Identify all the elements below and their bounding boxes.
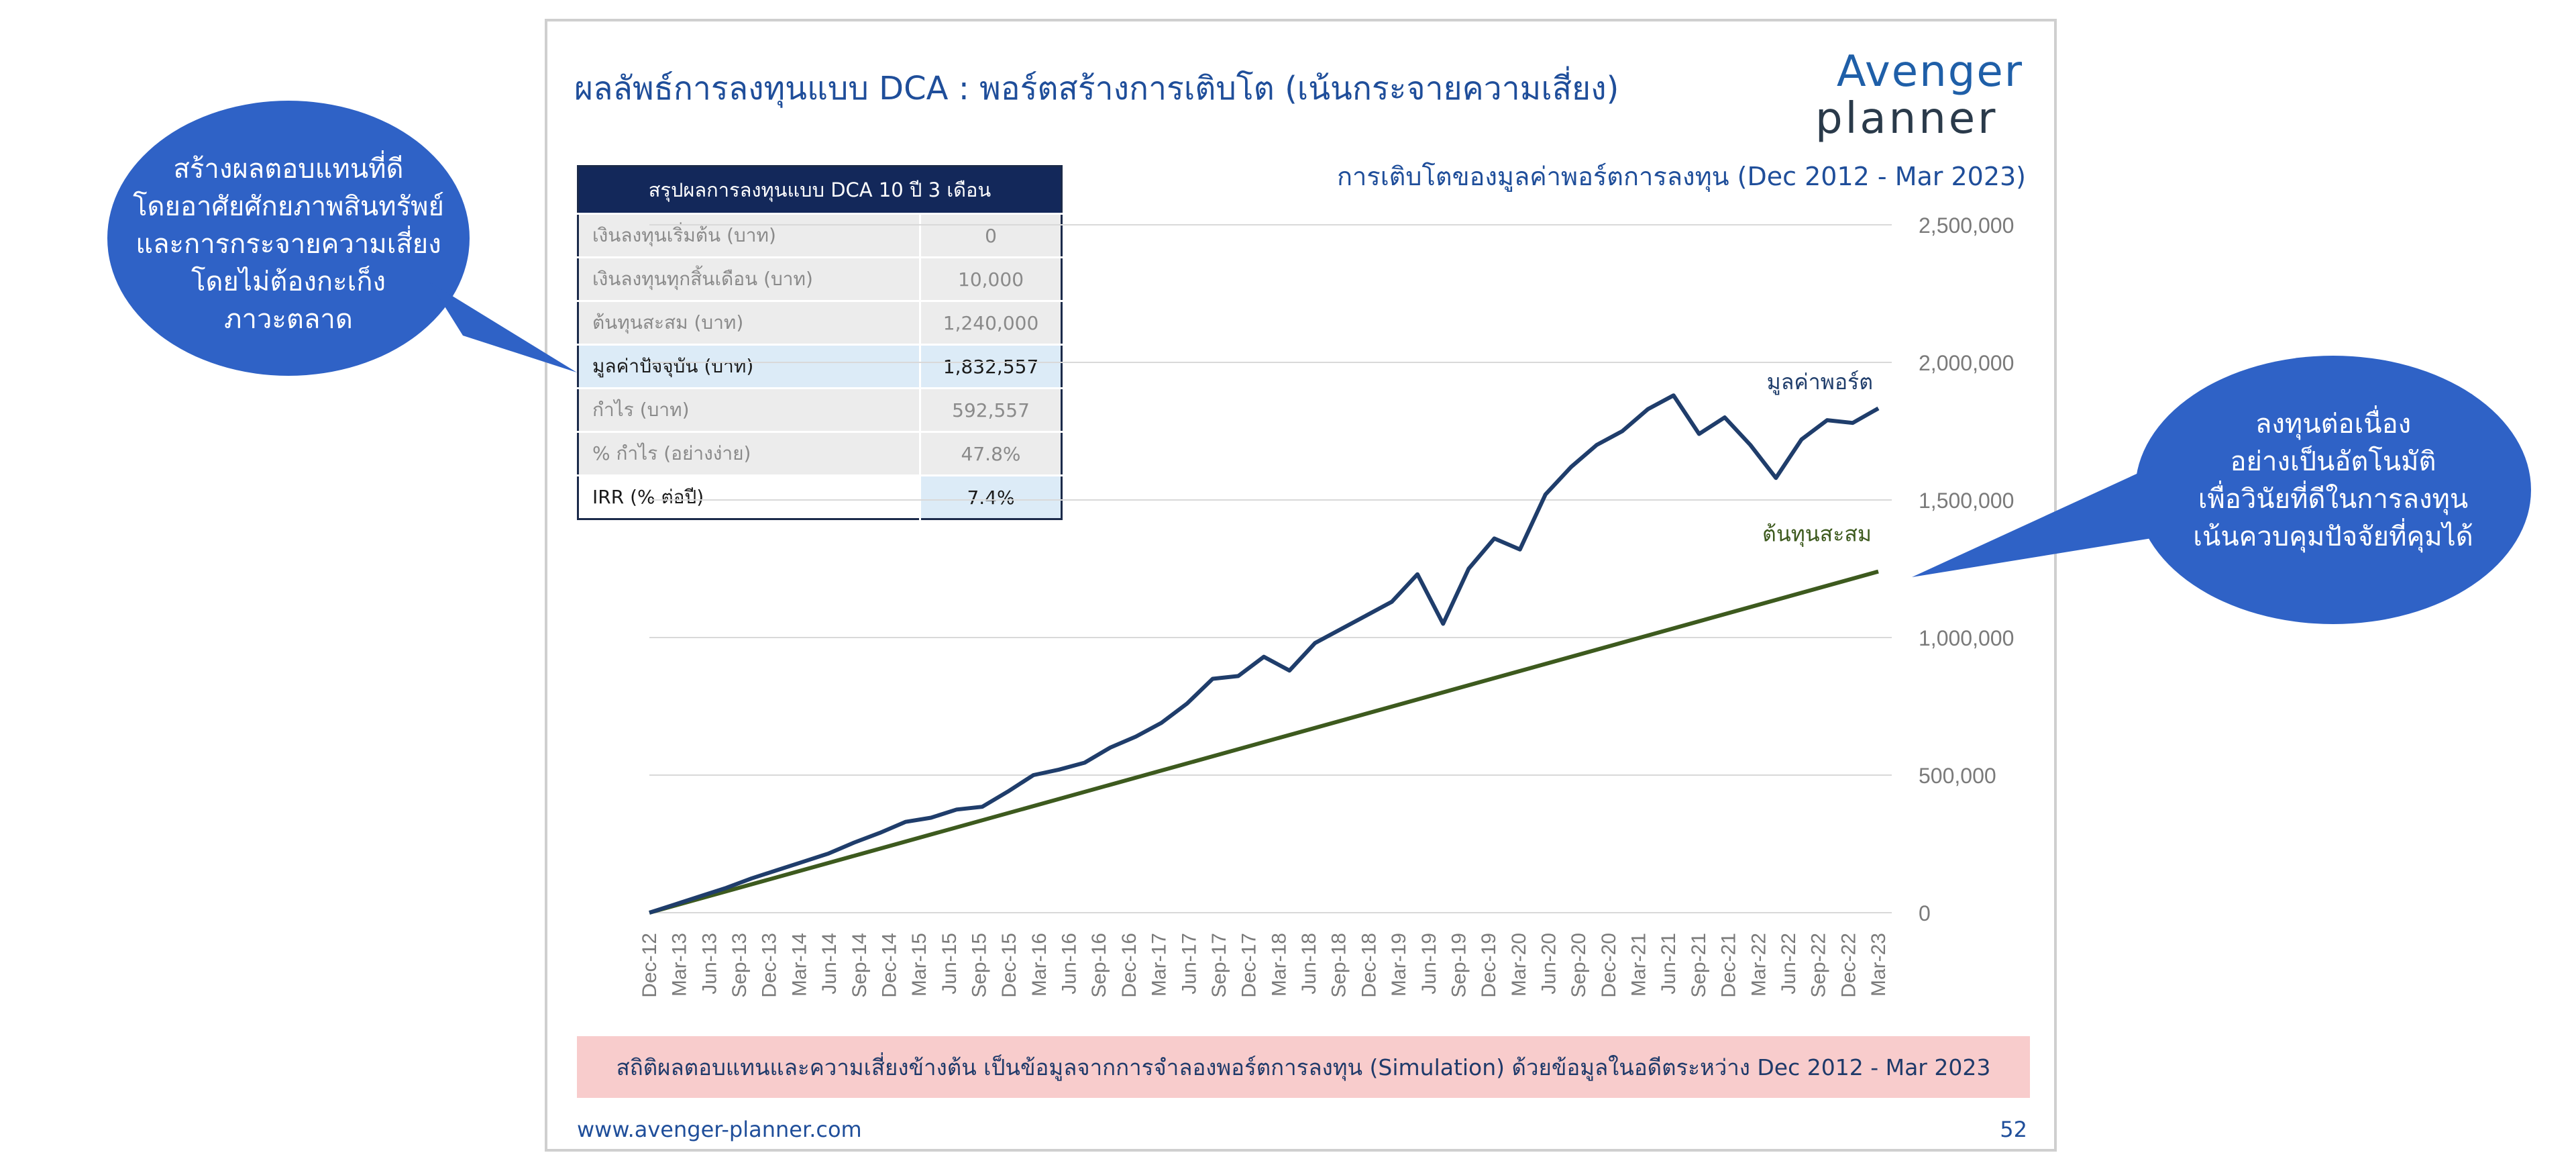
- x-tick-label: Mar-17: [1148, 933, 1171, 997]
- y-tick-label: 1,000,000: [1919, 626, 2014, 650]
- callout-right-text: ลงทุนต่อเนื่อง: [2255, 405, 2411, 440]
- callout-bubble-right: [2135, 356, 2531, 624]
- summary-value: 592,557: [919, 387, 1062, 432]
- summary-label: มูลค่าปัจจุบัน (บาท): [578, 344, 920, 389]
- x-tick-label: Dec-14: [878, 933, 900, 998]
- x-tick-label: Dec-17: [1238, 933, 1260, 998]
- cost-line: [649, 569, 1879, 915]
- summary-row: ต้นทุนสะสม (บาท) 1,240,000: [578, 300, 1062, 345]
- x-tick-label: Dec-18: [1358, 933, 1380, 998]
- callout-left-text: โดยอาศัยศักยภาพสินทรัพย์: [133, 191, 444, 222]
- x-tick-label: Jun-20: [1538, 933, 1560, 995]
- y-tick-label: 1,500,000: [1919, 489, 2014, 513]
- callout-left-text: ภาวะตลาด: [224, 304, 353, 335]
- x-tick-label: Sep-21: [1688, 933, 1710, 998]
- summary-value: 1,832,557: [919, 344, 1062, 389]
- y-tick-label: 2,000,000: [1919, 351, 2014, 375]
- summary-header: สรุปผลการลงทุนแบบ DCA 10 ปี 3 เดือน: [578, 166, 1062, 214]
- x-tick-label: Sep-15: [969, 933, 991, 998]
- x-tick-label: Jun-22: [1778, 933, 1800, 995]
- portfolio-line: [649, 393, 1880, 915]
- x-tick-label: Dec-21: [1718, 933, 1740, 998]
- summary-table: สรุปผลการลงทุนแบบ DCA 10 ปี 3 เดือน เงิน…: [577, 165, 1063, 520]
- x-tick-label: Jun-19: [1418, 933, 1440, 995]
- cost-line-label: ต้นทุนสะสม: [1762, 521, 1872, 548]
- x-tick-label: Sep-18: [1328, 933, 1350, 998]
- chart-title: การเติบโตของมูลค่าพอร์ตการลงทุน (Dec 201…: [1337, 162, 2026, 192]
- summary-label: % กำไร (อย่างง่าย): [578, 431, 920, 476]
- summary-value: 7.4%: [919, 474, 1062, 519]
- x-tick-label: Dec-13: [759, 933, 781, 998]
- x-tick-label: Dec-19: [1478, 933, 1500, 998]
- summary-label: เงินลงทุนเริ่มต้น (บาท): [578, 213, 920, 258]
- x-tick-label: Jun-21: [1658, 933, 1680, 995]
- x-tick-label: Mar-21: [1628, 933, 1650, 997]
- summary-label: IRR (% ต่อปี): [578, 474, 920, 519]
- page-number: 52: [2000, 1117, 2027, 1142]
- summary-value: 10,000: [919, 256, 1062, 301]
- callout-left-text: และการกระจายความเสี่ยง: [136, 225, 441, 260]
- summary-value: 47.8%: [919, 431, 1062, 476]
- x-tick-label: Mar-13: [669, 933, 691, 997]
- x-tick-label: Sep-13: [729, 933, 751, 998]
- callout-right-text: เพื่อวินัยที่ดีในการลงทุน: [2198, 481, 2468, 515]
- slide: ผลลัพธ์การลงทุนแบบ DCA : พอร์ตสร้างการเต…: [545, 19, 2057, 1152]
- callout-right-text: อย่างเป็นอัตโนมัติ: [2230, 445, 2436, 477]
- x-tick-label: Mar-18: [1268, 933, 1290, 997]
- x-tick-label: Sep-16: [1088, 933, 1110, 998]
- summary-row: % กำไร (อย่างง่าย) 47.8%: [578, 431, 1062, 476]
- x-tick-label: Dec-22: [1837, 933, 1860, 998]
- x-tick-label: Dec-16: [1118, 933, 1140, 998]
- callout-bubble-left: [107, 101, 470, 376]
- callout-right-text: เน้นควบคุมปัจจัยที่คุมได้: [2193, 518, 2473, 553]
- footer-url[interactable]: www.avenger-planner.com: [577, 1117, 862, 1142]
- callout-pointer-left: [429, 282, 577, 372]
- summary-label: ต้นทุนสะสม (บาท): [578, 300, 920, 345]
- x-tick-label: Mar-22: [1748, 933, 1770, 997]
- summary-label: กำไร (บาท): [578, 387, 920, 432]
- x-tick-label: Sep-22: [1808, 933, 1830, 998]
- x-tick-label: Sep-19: [1448, 933, 1470, 998]
- x-tick-label: Dec-12: [639, 933, 661, 998]
- portfolio-line-label: มูลค่าพอร์ต: [1767, 369, 1873, 395]
- logo-line2: planner: [1815, 94, 1998, 144]
- callout-pointer-right: [1912, 463, 2160, 577]
- x-tick-label: Sep-14: [849, 933, 871, 998]
- x-tick-label: Dec-20: [1598, 933, 1620, 998]
- x-tick-label: Jun-17: [1178, 933, 1200, 995]
- summary-value: 0: [919, 213, 1062, 258]
- callout-left-text: สร้างผลตอบแทนที่ดี: [173, 150, 403, 185]
- x-tick-label: Sep-20: [1568, 933, 1590, 998]
- x-tick-label: Mar-16: [1028, 933, 1051, 997]
- x-tick-label: Jun-15: [938, 933, 961, 995]
- x-tick-label: Jun-18: [1298, 933, 1320, 995]
- x-tick-label: Sep-17: [1208, 933, 1230, 998]
- summary-header-row: สรุปผลการลงทุนแบบ DCA 10 ปี 3 เดือน: [578, 166, 1062, 214]
- logo: Avenger planner: [1815, 47, 2023, 144]
- callout-left-text: โดยไม่ต้องกะเก็ง: [191, 265, 386, 297]
- x-tick-label: Mar-15: [908, 933, 930, 997]
- x-tick-label: Jun-16: [1059, 933, 1081, 995]
- summary-row-highlight: มูลค่าปัจจุบัน (บาท) 1,832,557: [578, 344, 1062, 389]
- summary-row: เงินลงทุนทุกสิ้นเดือน (บาท) 10,000: [578, 256, 1062, 301]
- summary-value: 1,240,000: [919, 300, 1062, 345]
- slide-title: ผลลัพธ์การลงทุนแบบ DCA : พอร์ตสร้างการเต…: [574, 70, 1619, 107]
- x-tick-label: Mar-19: [1388, 933, 1410, 997]
- y-tick-label: 0: [1919, 901, 1931, 925]
- x-tick-label: Jun-13: [698, 933, 720, 995]
- x-tick-label: Jun-14: [818, 933, 841, 995]
- y-tick-label: 2,500,000: [1919, 213, 2014, 238]
- summary-row-irr: IRR (% ต่อปี) 7.4%: [578, 474, 1062, 519]
- x-tick-label: Mar-14: [788, 933, 810, 997]
- y-tick-label: 500,000: [1919, 764, 1996, 788]
- summary-row: เงินลงทุนเริ่มต้น (บาท) 0: [578, 213, 1062, 258]
- summary-row: กำไร (บาท) 592,557: [578, 387, 1062, 432]
- summary-label: เงินลงทุนทุกสิ้นเดือน (บาท): [578, 256, 920, 301]
- disclaimer: สถิติผลตอบแทนและความเสี่ยงข้างต้น เป็นข้…: [577, 1036, 2030, 1098]
- x-tick-label: Mar-20: [1508, 933, 1530, 997]
- logo-line1: Avenger: [1836, 47, 2023, 97]
- x-tick-label: Mar-23: [1868, 933, 1890, 997]
- x-tick-label: Dec-15: [998, 933, 1020, 998]
